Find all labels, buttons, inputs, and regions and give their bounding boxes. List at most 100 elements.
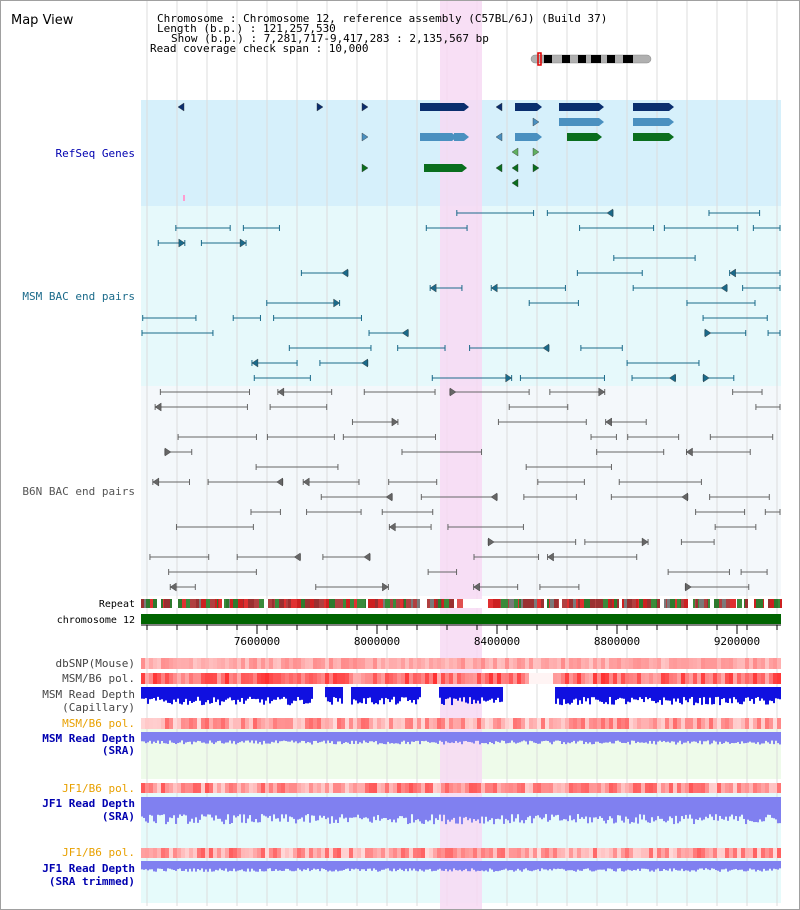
gene-marker <box>361 102 369 112</box>
depth-bar <box>429 797 431 821</box>
depth-bar <box>649 732 651 741</box>
repeat-element <box>493 599 495 608</box>
heat-cell <box>585 673 589 684</box>
track-label-refseq[interactable]: RefSeq Genes <box>56 147 135 160</box>
depth-bar <box>777 732 779 744</box>
depth-bar <box>727 797 729 821</box>
track-label-msm-depth-sra-sub[interactable]: (SRA) <box>102 744 135 757</box>
repeat-element <box>617 599 619 608</box>
heat-cell <box>393 848 397 858</box>
gene-marker <box>532 163 540 173</box>
heat-cell <box>401 848 405 858</box>
depth-bar <box>317 797 319 821</box>
track-label-dbsnp[interactable]: dbSNP(Mouse) <box>56 657 135 670</box>
depth-bar <box>743 732 745 744</box>
depth-bar <box>215 732 217 743</box>
b6n-bac-features[interactable] <box>149 387 781 592</box>
repeat-element <box>595 599 596 608</box>
depth-bar <box>337 861 339 872</box>
read-depth-tracks[interactable] <box>141 687 781 872</box>
depth-bar <box>215 861 217 870</box>
heat-cell <box>465 673 469 684</box>
depth-bar <box>535 861 537 870</box>
track-label-jf1-depth-sub[interactable]: (SRA) <box>102 810 135 823</box>
depth-bar <box>595 797 597 818</box>
depth-bar <box>479 687 481 704</box>
depth-bar <box>383 687 385 705</box>
track-label-jf1-trim-sub[interactable]: (SRA trimmed) <box>49 875 135 888</box>
refseq-gene-features[interactable] <box>177 102 674 201</box>
depth-bar <box>381 797 383 819</box>
track-label-msm-bac[interactable]: MSM BAC end pairs <box>22 290 135 303</box>
heat-cell <box>229 718 233 729</box>
depth-bar <box>733 687 735 698</box>
depth-bar <box>551 861 553 871</box>
repeat-element <box>288 599 291 608</box>
depth-bar <box>543 861 545 870</box>
repeat-element <box>238 599 243 608</box>
depth-bar <box>515 732 517 744</box>
track-label-msm-depth-sra[interactable]: MSM Read Depth <box>42 732 135 745</box>
depth-bar <box>769 687 771 701</box>
polymorphism-heat-tracks[interactable] <box>141 658 781 858</box>
heat-cell <box>293 658 297 669</box>
depth-bar <box>387 687 389 700</box>
chromosome-ideogram[interactable] <box>530 52 652 66</box>
bac-marker <box>686 447 693 457</box>
depth-bar <box>755 732 757 744</box>
track-label-jf1-trim[interactable]: JF1 Read Depth <box>42 862 135 875</box>
depth-bar <box>523 861 525 870</box>
depth-bar <box>247 732 249 741</box>
heat-cell <box>453 718 457 729</box>
bac-marker <box>152 477 160 487</box>
depth-bar <box>761 687 763 699</box>
depth-bar <box>493 797 495 825</box>
depth-bar <box>339 797 341 818</box>
track-label-jf1-depth[interactable]: JF1 Read Depth <box>42 797 135 810</box>
track-label-chromosome[interactable]: chromosome 12 <box>57 615 135 626</box>
track-label-jf1-pol[interactable]: JF1/B6 pol. <box>62 782 135 795</box>
chromosome-bar[interactable] <box>141 614 781 624</box>
heat-cell <box>489 673 493 684</box>
bac-marker <box>164 447 172 457</box>
highlight-region[interactable] <box>440 1 482 910</box>
depth-bar <box>581 797 583 818</box>
depth-bar <box>539 732 541 744</box>
heat-cell <box>689 783 693 793</box>
depth-bar <box>521 797 523 821</box>
depth-bar <box>319 732 321 743</box>
heat-cell <box>253 673 257 684</box>
bac-marker <box>547 552 554 562</box>
track-label-jf1-pol2[interactable]: JF1/B6 pol. <box>62 846 135 859</box>
track-label-repeat[interactable]: Repeat <box>99 599 135 610</box>
track-label-msm-pol2[interactable]: MSM/B6 pol. <box>62 717 135 730</box>
repeat-element <box>680 599 681 608</box>
heat-cell <box>545 718 549 729</box>
depth-bar <box>597 797 599 819</box>
repeat-track[interactable] <box>141 599 782 608</box>
depth-bar <box>577 861 579 870</box>
depth-bar <box>171 687 173 705</box>
track-label-msm-depth-cap[interactable]: MSM Read Depth <box>42 688 135 701</box>
depth-bar <box>189 797 191 822</box>
repeat-element <box>215 599 217 608</box>
depth-bar <box>549 732 551 743</box>
track-label-msm-depth-cap-sub[interactable]: (Capillary) <box>62 701 135 714</box>
track-label-b6n-bac[interactable]: B6N BAC end pairs <box>22 485 135 498</box>
depth-bar <box>285 861 287 869</box>
heat-cell <box>509 848 513 858</box>
gene-marker <box>532 117 540 127</box>
repeat-element <box>610 599 612 608</box>
heat-cell <box>433 658 437 669</box>
depth-bar <box>605 861 607 872</box>
depth-bar <box>557 732 559 741</box>
gene-arrow <box>669 133 674 141</box>
track-label-msm-pol[interactable]: MSM/B6 pol. <box>62 672 135 685</box>
heat-cell <box>337 718 341 729</box>
depth-bar <box>503 861 505 870</box>
heat-cell <box>697 658 701 669</box>
depth-bar <box>415 861 417 871</box>
msm-bac-features[interactable] <box>141 208 800 383</box>
depth-bar <box>483 732 485 744</box>
